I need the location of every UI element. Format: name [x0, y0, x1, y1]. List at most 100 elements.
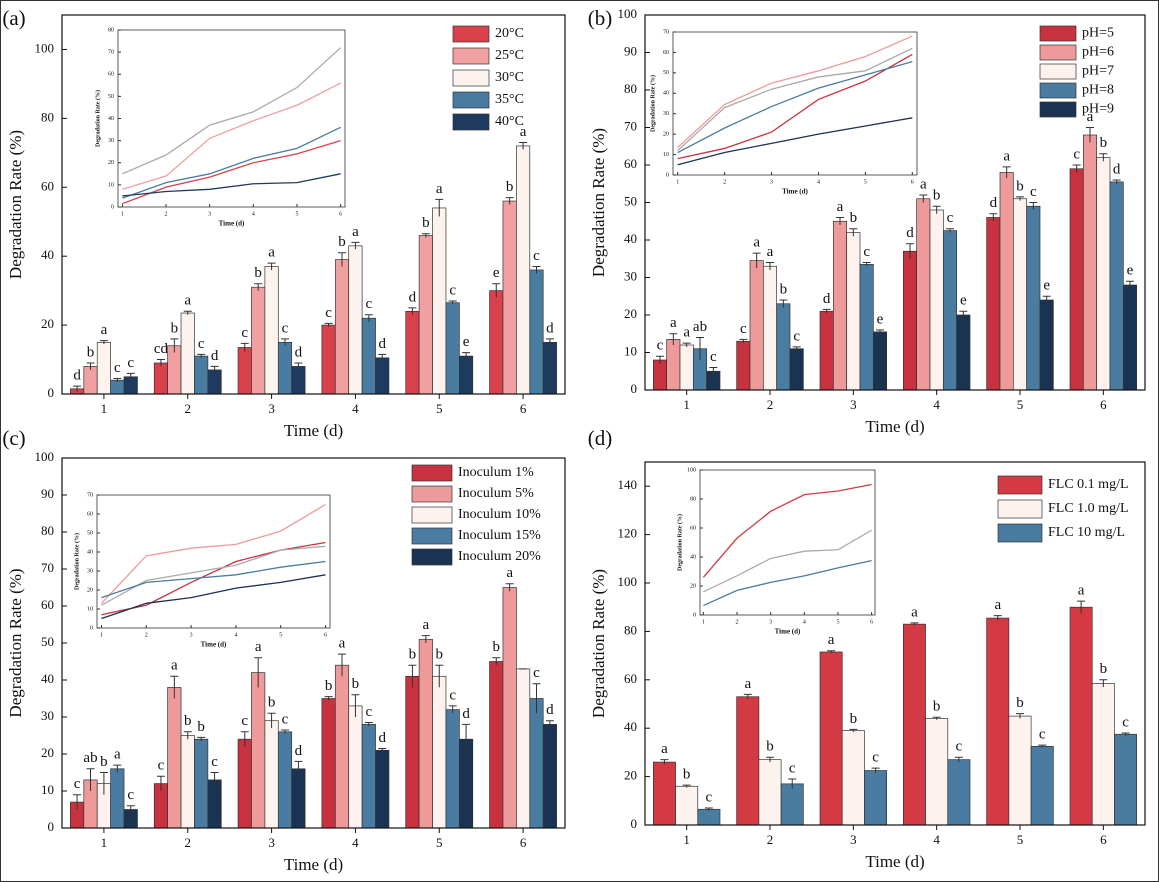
- significance-letter: ab: [693, 319, 707, 335]
- error-bar: [324, 696, 333, 701]
- significance-letter: c: [956, 739, 963, 755]
- error-bar: [99, 340, 108, 345]
- legend-label: FLC 0.1 mg/L: [1048, 477, 1129, 492]
- inset-y-title: Degradation Rate (%): [73, 533, 80, 590]
- inset-y-title: Degradation Rate (%): [649, 75, 656, 132]
- bar: [789, 348, 804, 391]
- legend-swatch: [452, 91, 490, 109]
- error-bar: [545, 338, 554, 346]
- inset-x-tick-label: 6: [911, 179, 914, 185]
- error-bar: [492, 657, 501, 666]
- plot-frame: [644, 14, 1146, 391]
- inset-y-tick-label: 20: [87, 587, 93, 593]
- legend-label: FLC 10 mg/L: [1048, 525, 1125, 540]
- error-bar: [240, 731, 249, 747]
- legend-label: FLC 1.0 mg/L: [1048, 501, 1129, 516]
- y-tick-label: 60: [624, 156, 637, 171]
- error-bar: [1121, 732, 1130, 736]
- significance-letter: b: [171, 320, 179, 336]
- y-tick-label: 100: [618, 574, 638, 589]
- x-tick-label: 5: [436, 835, 443, 850]
- error-bar: [1112, 179, 1121, 184]
- significance-letter: c: [282, 711, 289, 727]
- inset-y-tick-label: 70: [663, 29, 669, 35]
- inset-x-tick-label: 5: [836, 619, 839, 625]
- error-bar: [435, 664, 444, 688]
- inset-x-tick-label: 3: [208, 211, 211, 217]
- inset-x-tick-label: 5: [279, 632, 282, 638]
- inset-x-tick-label: 2: [165, 211, 168, 217]
- significance-letter: c: [1122, 714, 1129, 730]
- x-tick-label: 6: [1100, 832, 1107, 847]
- y-tick-label: 90: [624, 43, 637, 58]
- significance-letter: b: [268, 695, 276, 711]
- significance-letter: c: [863, 244, 870, 260]
- significance-letter: ab: [83, 750, 97, 766]
- significance-letter: b: [1100, 661, 1108, 677]
- legend-label: pH=5: [1082, 26, 1114, 41]
- bar: [432, 675, 447, 829]
- inset-x-tick-label: 3: [770, 179, 773, 185]
- bar: [925, 718, 949, 826]
- error-bar: [408, 307, 417, 315]
- legend-label: 40°C: [495, 114, 524, 129]
- legend-label: pH=9: [1082, 102, 1114, 117]
- significance-letter: c: [1073, 146, 1080, 162]
- significance-letter: c: [1039, 727, 1046, 743]
- bar: [872, 331, 888, 391]
- error-bar: [910, 622, 919, 626]
- inset-x-tick-label: 2: [723, 179, 726, 185]
- inset-y-tick-label: 60: [690, 525, 696, 531]
- significance-letter: a: [255, 639, 262, 655]
- significance-letter: a: [506, 565, 513, 581]
- significance-letter: a: [837, 199, 844, 215]
- error-bar: [704, 807, 713, 811]
- y-tick-label: 0: [631, 816, 638, 831]
- error-bar: [519, 141, 528, 150]
- bar: [432, 207, 447, 395]
- error-bar: [1086, 127, 1094, 143]
- legend-label: 35°C: [495, 92, 524, 107]
- bar: [194, 738, 209, 829]
- error-bar: [294, 760, 303, 777]
- error-bar: [86, 362, 95, 370]
- error-bar: [1016, 713, 1024, 719]
- significance-letter: c: [74, 776, 81, 792]
- significance-letter: a: [436, 181, 443, 197]
- significance-letter: d: [462, 706, 470, 722]
- significance-letter: a: [171, 658, 178, 674]
- significance-letter: d: [211, 348, 219, 364]
- inset-x-tick-label: 6: [339, 211, 342, 217]
- y-tick-label: 20: [624, 768, 637, 783]
- bar: [207, 369, 222, 395]
- legend-swatch: [411, 506, 453, 524]
- error-bar: [126, 372, 135, 381]
- inset-y-tick-label: 40: [87, 549, 93, 555]
- y-tick-label: 70: [624, 118, 637, 133]
- error-bar: [739, 338, 748, 344]
- significance-letter: c: [211, 754, 218, 770]
- inset-y-tick-label: 80: [690, 496, 696, 502]
- bar: [502, 200, 517, 395]
- significance-letter: a: [753, 235, 760, 251]
- inset-y-tick-label: 0: [90, 625, 93, 631]
- error-bar: [959, 310, 968, 319]
- error-bar: [660, 759, 669, 765]
- y-tick-label: 120: [618, 526, 638, 541]
- bar: [167, 345, 182, 395]
- bar: [902, 250, 918, 391]
- legend-swatch: [997, 523, 1043, 543]
- bar: [1091, 683, 1115, 826]
- significance-letter: b: [338, 234, 346, 250]
- legend-label: 30°C: [495, 70, 524, 85]
- bar: [999, 172, 1014, 391]
- panel-label: (c): [2, 426, 25, 450]
- error-bar: [280, 338, 289, 346]
- y-tick-label: 60: [41, 178, 54, 193]
- x-tick-label: 2: [767, 397, 774, 412]
- error-bar: [254, 657, 263, 688]
- significance-letter: b: [766, 739, 774, 755]
- significance-letter: a: [920, 176, 927, 192]
- legend-label: 25°C: [495, 48, 524, 63]
- significance-letter: b: [780, 281, 788, 297]
